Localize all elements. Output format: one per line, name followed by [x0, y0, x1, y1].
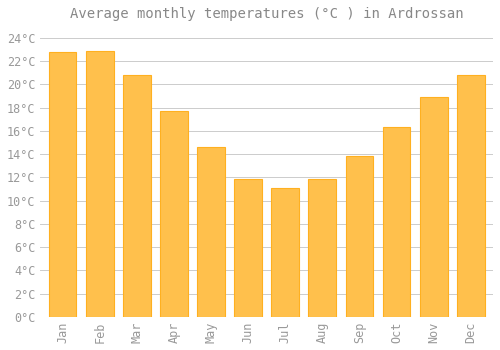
Bar	[346, 156, 374, 317]
Bar	[86, 51, 114, 317]
Bar	[308, 178, 336, 317]
Bar	[420, 97, 448, 317]
Bar	[160, 111, 188, 317]
Bar	[123, 75, 150, 317]
Bar	[48, 52, 76, 317]
Bar	[234, 178, 262, 317]
Bar	[272, 188, 299, 317]
Title: Average monthly temperatures (°C ) in Ardrossan: Average monthly temperatures (°C ) in Ar…	[70, 7, 464, 21]
Bar	[197, 147, 225, 317]
Bar	[382, 127, 410, 317]
Bar	[457, 75, 484, 317]
